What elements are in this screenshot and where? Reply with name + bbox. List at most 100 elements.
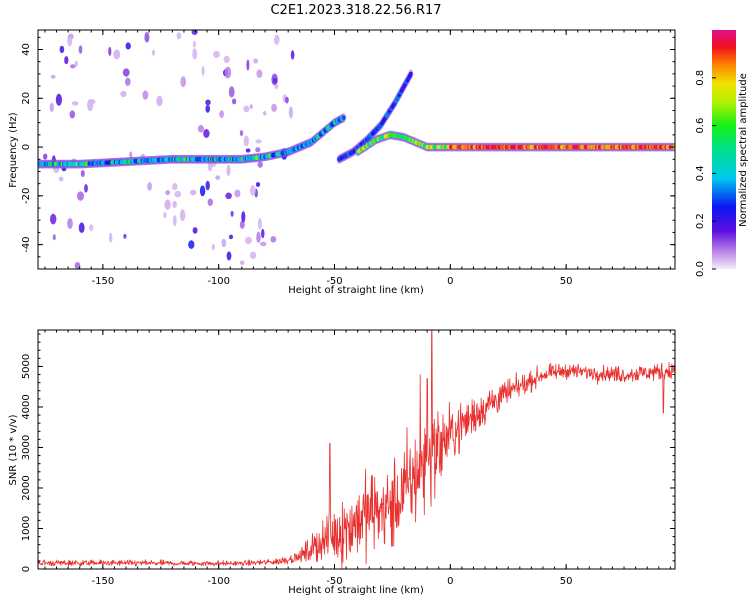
noise-speckle xyxy=(123,233,127,239)
noise-speckle xyxy=(240,260,245,266)
noise-speckle xyxy=(113,49,121,60)
noise-speckle xyxy=(243,135,249,147)
noise-speckle xyxy=(125,77,131,87)
noise-speckle xyxy=(253,58,259,64)
colorbar-tick-label: 0.0 xyxy=(695,261,706,277)
noise-speckle xyxy=(249,104,253,110)
spectrogram-y-axis-label: Frequency (Hz) xyxy=(8,112,19,188)
noise-speckle xyxy=(59,45,65,54)
x-tick-label: 50 xyxy=(560,576,573,587)
noise-speckle xyxy=(172,200,177,209)
noise-speckle xyxy=(225,192,232,200)
noise-speckle xyxy=(274,34,280,45)
noise-speckle xyxy=(241,211,246,223)
noise-speckle xyxy=(109,232,113,243)
noise-speckle xyxy=(197,125,204,133)
colorbar-tick-label: 0.4 xyxy=(695,165,706,181)
y-tick-label: 0 xyxy=(21,566,32,572)
noise-speckle xyxy=(71,101,79,106)
ridge-point xyxy=(342,115,346,121)
noise-speckle xyxy=(50,213,57,225)
x-tick-label: 0 xyxy=(447,576,453,587)
noise-speckle xyxy=(243,105,250,113)
noise-speckle xyxy=(49,102,54,113)
noise-speckle xyxy=(142,90,149,100)
noise-speckle xyxy=(230,210,234,217)
noise-speckle xyxy=(52,234,56,241)
noise-speckle xyxy=(50,74,56,79)
noise-speckle xyxy=(257,218,262,230)
x-tick-label: 0 xyxy=(447,276,453,287)
noise-speckle xyxy=(215,175,221,180)
spectrogram-ticks: -150 -100 -50 0 50 -40 -20 0 20 40 xyxy=(21,30,675,287)
noise-speckle xyxy=(77,191,84,201)
noise-speckle xyxy=(108,46,112,57)
x-tick-label: -50 xyxy=(326,276,342,287)
noise-speckle xyxy=(120,90,127,98)
spectrogram-x-axis-label: Height of straight line (km) xyxy=(288,285,424,296)
spectrogram-panel: -150 -100 -50 0 50 -40 -20 0 20 40 Height of stra… xyxy=(8,29,676,296)
noise-speckle xyxy=(228,234,234,240)
y-tick-label: 5000 xyxy=(21,354,32,379)
noise-speckle xyxy=(189,189,197,196)
noise-speckle xyxy=(192,227,198,234)
noise-speckle xyxy=(274,83,279,90)
y-tick-label: -20 xyxy=(21,188,32,204)
noise-speckle xyxy=(67,218,73,229)
noise-speckle xyxy=(64,56,69,65)
noise-speckle xyxy=(255,147,261,153)
y-tick-label: 0 xyxy=(21,144,32,150)
snr-y-axis-label: SNR (10 * v/v) xyxy=(8,414,19,485)
noise-speckle xyxy=(174,190,182,198)
noise-speckle xyxy=(78,45,83,54)
y-tick-label: 1000 xyxy=(21,516,32,541)
noise-speckle xyxy=(260,241,267,247)
noise-speckle xyxy=(192,40,196,48)
noise-speckle xyxy=(172,183,178,191)
noise-speckle xyxy=(176,32,182,40)
noise-speckle xyxy=(226,251,232,261)
colorbar-label: Normalized spectral amplitude xyxy=(738,73,749,227)
noise-speckle xyxy=(255,182,261,187)
noise-speckle xyxy=(234,189,241,198)
x-tick-label: -50 xyxy=(326,576,342,587)
x-tick-label: 50 xyxy=(560,276,573,287)
noise-speckle xyxy=(163,212,167,219)
ridge-point xyxy=(409,71,413,77)
noise-speckle xyxy=(70,64,76,69)
noise-speckle xyxy=(262,111,267,116)
snr-frame xyxy=(37,329,676,570)
colorbar-tick-label: 0.6 xyxy=(695,118,706,134)
y-tick-label: -40 xyxy=(21,236,32,252)
noise-speckle xyxy=(191,30,198,35)
noise-speckle xyxy=(205,105,210,113)
noise-speckle xyxy=(156,95,163,107)
noise-speckle xyxy=(271,103,277,112)
noise-speckle xyxy=(257,161,263,168)
noise-speckle xyxy=(58,176,64,182)
noise-speckle xyxy=(245,148,251,153)
x-tick-label: -100 xyxy=(207,576,230,587)
colorbar-ticks: 0.0 0.2 0.4 0.6 0.8 xyxy=(695,70,716,277)
noise-speckle xyxy=(223,55,230,64)
noise-speckle xyxy=(179,209,186,222)
spectrogram-plot-area xyxy=(38,30,675,269)
noise-speckle xyxy=(172,215,177,227)
figure-title: C2E1.2023.318.22.56.R17 xyxy=(270,3,441,18)
x-tick-label: -150 xyxy=(92,276,115,287)
noise-speckle xyxy=(199,185,206,197)
noise-speckle xyxy=(239,130,244,137)
noise-speckle xyxy=(211,243,215,251)
noise-speckle xyxy=(144,32,150,43)
colorbar-tick-label: 0.8 xyxy=(695,70,706,86)
noise-speckle xyxy=(80,170,85,177)
noise-speckle xyxy=(69,110,76,119)
noise-speckle xyxy=(250,185,256,196)
noise-speckle xyxy=(261,228,265,239)
noise-speckle xyxy=(147,182,153,191)
noise-speckle xyxy=(87,99,94,112)
noise-speckle xyxy=(270,236,277,243)
colorbar: 0.0 0.2 0.4 0.6 0.8 Normalized spectral ampl… xyxy=(695,30,749,277)
